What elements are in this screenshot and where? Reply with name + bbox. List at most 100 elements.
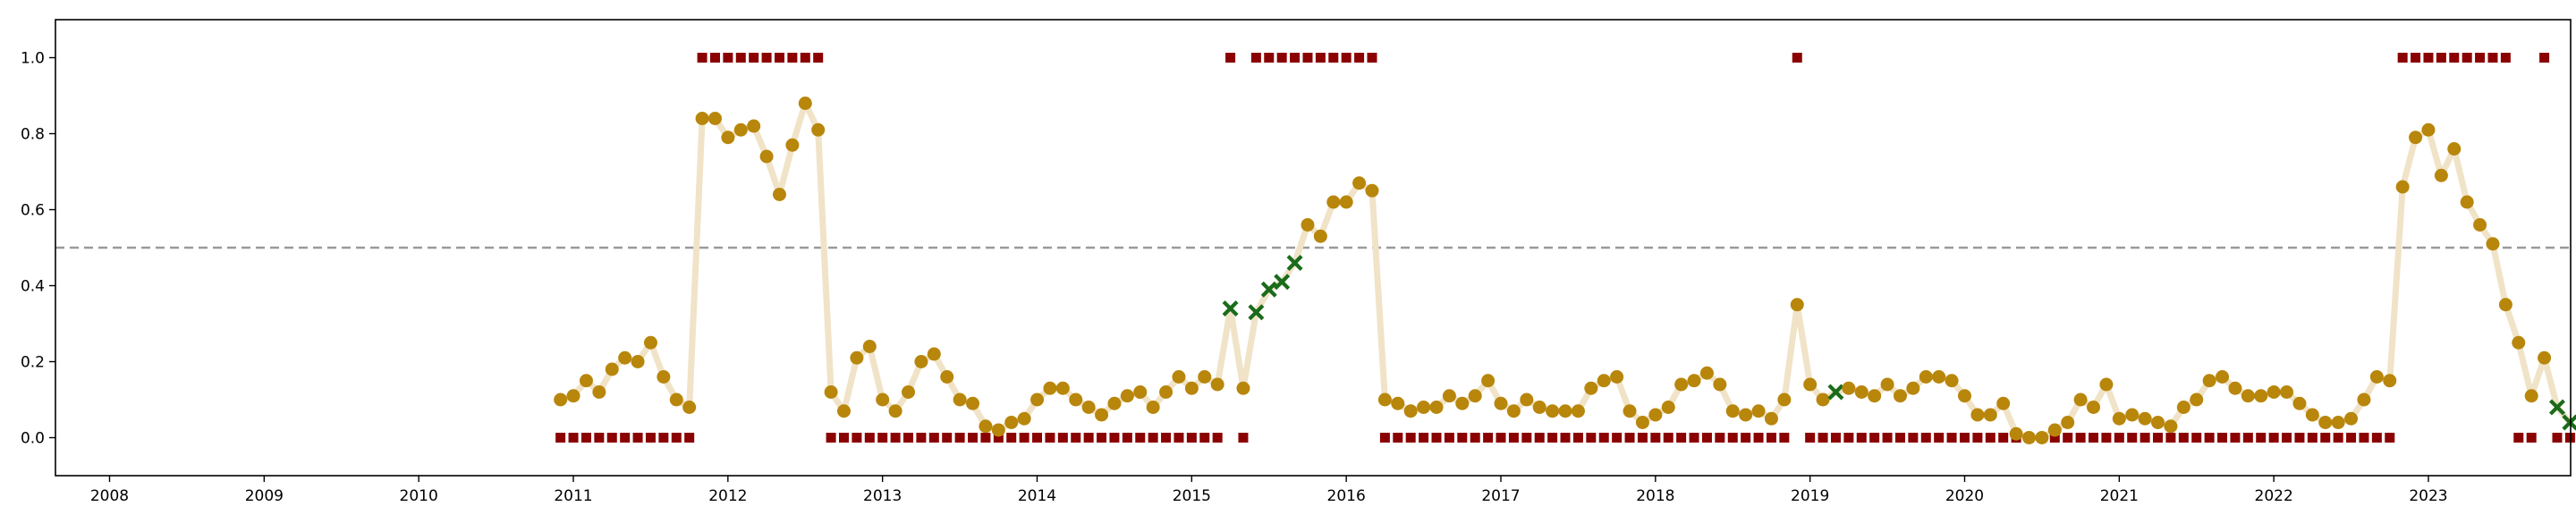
flag-marker <box>1689 433 1699 443</box>
flag-marker <box>2127 433 2138 443</box>
data-point <box>2112 411 2126 426</box>
flag-marker <box>1856 433 1867 443</box>
flag-marker <box>1083 433 1094 443</box>
data-point <box>1030 393 1045 407</box>
flag-marker <box>2552 433 2563 443</box>
flag-marker <box>2114 433 2124 443</box>
axes-group: 2008 2009 2010 2011 2012 2013 2014 2015 2016 2017… <box>21 19 2572 505</box>
data-point <box>1699 366 1714 380</box>
x-tick-label: 2019 <box>1791 487 1829 505</box>
data-point <box>1674 377 1689 392</box>
flag-marker <box>1341 53 1352 63</box>
flag-marker <box>928 433 939 443</box>
flag-marker <box>1650 433 1661 443</box>
flag-marker <box>787 53 798 63</box>
flag-marker <box>1354 53 1365 63</box>
data-point <box>785 138 800 152</box>
flag-marker <box>1920 433 1931 443</box>
flag-marker <box>1379 433 1390 443</box>
flag-marker <box>2397 53 2408 63</box>
data-point <box>2512 335 2526 350</box>
flag-marker <box>1663 433 1674 443</box>
flag-marker <box>2256 433 2267 443</box>
data-point <box>2498 298 2512 312</box>
flag-marker <box>1908 433 1919 443</box>
data-point <box>940 370 954 384</box>
flag-marker <box>1019 433 1030 443</box>
flag-marker <box>2089 433 2099 443</box>
data-point <box>1481 374 1496 388</box>
data-point <box>1970 408 1985 422</box>
data-point <box>695 112 709 125</box>
x-tick-label: 2017 <box>1481 487 1520 505</box>
data-point <box>902 385 916 399</box>
data-point-cross <box>2549 399 2565 416</box>
data-point <box>1648 408 1663 422</box>
flag-marker <box>2411 53 2421 63</box>
data-point <box>682 401 697 414</box>
flag-marker <box>735 53 746 63</box>
data-point <box>1172 370 1186 384</box>
data-point <box>2357 393 2371 407</box>
flag-markers-group <box>555 53 2575 443</box>
y-tick-label: 0.6 <box>21 202 45 220</box>
flag-marker <box>1598 433 1609 443</box>
flag-marker <box>2539 53 2550 63</box>
data-point <box>1868 389 1882 403</box>
data-point <box>1210 377 1224 392</box>
data-point <box>1532 401 1546 414</box>
data-point <box>721 131 735 145</box>
flag-marker <box>1805 433 1816 443</box>
flag-marker <box>980 433 991 443</box>
flag-marker <box>2063 433 2073 443</box>
data-point <box>2073 393 2088 407</box>
flag-marker <box>594 433 605 443</box>
data-point <box>836 404 851 418</box>
flag-marker <box>645 433 656 443</box>
data-point <box>1365 183 1379 198</box>
flag-marker <box>864 433 875 443</box>
data-point <box>759 149 774 164</box>
flag-marker <box>1727 433 1738 443</box>
flag-marker <box>1701 433 1712 443</box>
flag-marker <box>774 53 784 63</box>
flag-marker <box>1894 433 1905 443</box>
data-point <box>2151 416 2165 429</box>
data-point <box>669 393 683 407</box>
data-point <box>1751 404 1766 418</box>
flag-marker <box>1586 433 1597 443</box>
flag-marker <box>2307 433 2318 443</box>
flag-marker <box>1637 433 1648 443</box>
data-point-cross <box>1222 300 1239 317</box>
data-point <box>1803 377 1818 392</box>
flag-marker <box>555 433 566 443</box>
flag-marker <box>1779 433 1790 443</box>
data-point <box>1725 404 1740 418</box>
flag-marker <box>1315 53 1326 63</box>
x-tick-label: 2016 <box>1327 487 1366 505</box>
flag-marker <box>684 433 695 443</box>
flag-marker <box>1419 433 1429 443</box>
flag-marker <box>1934 433 1945 443</box>
flag-marker <box>1405 433 1416 443</box>
data-point-cross <box>1260 281 1277 298</box>
flag-marker <box>1624 433 1635 443</box>
data-point <box>2099 377 2114 392</box>
data-point <box>1055 381 1070 395</box>
x-tick-label: 2022 <box>2255 487 2293 505</box>
flag-marker <box>1572 433 1583 443</box>
data-point <box>1996 396 2011 410</box>
flag-marker <box>1972 433 1983 443</box>
data-point <box>1429 401 1444 414</box>
flag-marker <box>1547 433 1558 443</box>
flag-marker <box>1071 433 1081 443</box>
data-point <box>1301 218 1315 232</box>
data-point <box>1932 370 1946 384</box>
flag-marker <box>2282 433 2292 443</box>
y-tick-label: 0.8 <box>21 126 45 144</box>
data-point <box>2125 408 2140 422</box>
data-point <box>1880 377 1894 392</box>
flag-marker <box>2204 433 2215 443</box>
data-point <box>2460 195 2474 209</box>
